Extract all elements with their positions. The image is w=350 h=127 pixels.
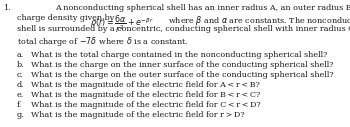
Text: 1.: 1. — [3, 4, 10, 12]
Text: f.: f. — [17, 101, 22, 109]
Text: What is the charge on the inner surface of the conducting spherical shell?: What is the charge on the inner surface … — [31, 61, 334, 69]
Text: What is the magnitude of the electric field for B < r < C?: What is the magnitude of the electric fi… — [31, 91, 260, 99]
Text: What is the magnitude of the electric field for r > D?: What is the magnitude of the electric fi… — [31, 111, 245, 119]
Text: What is the magnitude of the electric field for C < r < D?: What is the magnitude of the electric fi… — [31, 101, 261, 109]
Text: shell is surrounded by a concentric, conducting spherical shell with inner radiu: shell is surrounded by a concentric, con… — [17, 25, 350, 33]
Text: g.: g. — [17, 111, 25, 119]
Text: $\rho(\mathit{r})=\dfrac{6\alpha}{r^2}+e^{-\beta r}$: $\rho(\mathit{r})=\dfrac{6\alpha}{r^2}+e… — [90, 13, 154, 35]
Text: What is the charge on the outer surface of the conducting spherical shell?: What is the charge on the outer surface … — [31, 71, 334, 79]
Text: What is the magnitude of the electric field for A < r < B?: What is the magnitude of the electric fi… — [31, 81, 260, 89]
Text: c.: c. — [17, 71, 24, 79]
Text: d.: d. — [17, 81, 25, 89]
Text: charge density given by: charge density given by — [17, 14, 119, 22]
Text: total charge of $-7\delta$ where $\delta$ is a constant.: total charge of $-7\delta$ where $\delta… — [17, 35, 189, 48]
Text: where $\beta$ and $\alpha$ are constants. The nonconducting spherical: where $\beta$ and $\alpha$ are constants… — [168, 14, 350, 27]
Text: b.: b. — [17, 61, 25, 69]
Text: e.: e. — [17, 91, 24, 99]
Text: A nonconducting spherical shell has an inner radius A, an outer radius B, and a : A nonconducting spherical shell has an i… — [55, 4, 350, 12]
Text: a.: a. — [17, 51, 24, 59]
Text: What is the total charge contained in the nonconducting spherical shell?: What is the total charge contained in th… — [31, 51, 327, 59]
